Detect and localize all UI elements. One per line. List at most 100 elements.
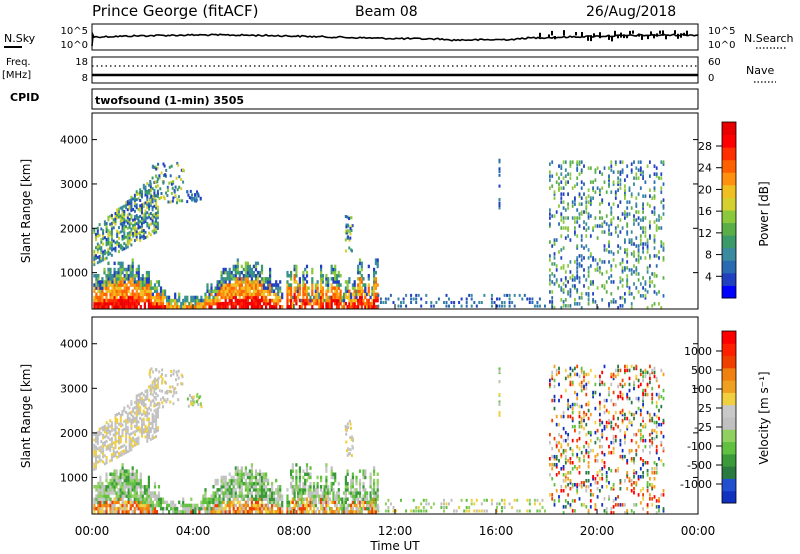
heatmap-cell <box>258 274 262 278</box>
heatmap-cell <box>100 240 103 244</box>
heatmap-cell <box>639 160 642 164</box>
heatmap-cell <box>309 485 312 489</box>
heatmap-cell <box>649 220 651 224</box>
heatmap-cell <box>114 419 117 423</box>
heatmap-cell <box>445 301 448 304</box>
heatmap-cell <box>348 451 351 455</box>
heatmap-cell <box>649 234 651 238</box>
heatmap-cell <box>131 466 134 470</box>
heatmap-cell <box>291 485 294 489</box>
heatmap-cell <box>133 497 136 501</box>
heatmap-cell <box>121 216 124 220</box>
heatmap-cell <box>112 220 115 224</box>
heatmap-cell <box>321 305 324 309</box>
heatmap-cell <box>159 305 163 309</box>
heatmap-cell <box>95 485 98 489</box>
heatmap-cell <box>612 483 615 487</box>
heatmap-cell <box>290 500 293 505</box>
heatmap-cell <box>560 192 563 196</box>
heatmap-cell <box>555 489 558 493</box>
heatmap-cell <box>224 301 227 306</box>
heatmap-cell <box>146 418 149 422</box>
heatmap-cell <box>320 292 323 297</box>
heatmap-cell <box>119 506 122 511</box>
heatmap-cell <box>578 302 581 306</box>
heatmap-cell <box>110 426 113 430</box>
heatmap-cell <box>109 214 112 218</box>
heatmap-cell <box>605 190 608 194</box>
heatmap-cell <box>156 415 159 419</box>
heatmap-cell <box>232 488 235 492</box>
heatmap-cell <box>353 510 356 514</box>
heatmap-cell <box>655 224 658 228</box>
heatmap-cell <box>252 481 255 486</box>
heatmap-cell <box>562 473 565 477</box>
heatmap-cell <box>252 475 255 480</box>
heatmap-cell <box>599 438 601 443</box>
heatmap-cell <box>389 293 392 297</box>
heatmap-cell <box>126 234 129 238</box>
heatmap-cell <box>137 231 140 235</box>
heatmap-cell <box>400 498 402 502</box>
heatmap-cell <box>180 305 183 309</box>
heatmap-cell <box>137 277 140 281</box>
heatmap-cell <box>576 208 579 212</box>
heatmap-cell <box>334 280 337 284</box>
heatmap-cell <box>330 301 333 306</box>
heatmap-cell <box>281 506 284 511</box>
heatmap-cell <box>633 282 635 286</box>
heatmap-cell <box>236 466 239 470</box>
heatmap-cell <box>155 227 158 231</box>
heatmap-cell <box>143 510 146 514</box>
heatmap-cell <box>260 485 264 489</box>
heatmap-cell <box>608 481 610 485</box>
heatmap-cell <box>574 202 576 206</box>
heatmap-cell <box>271 500 274 505</box>
heatmap-cell <box>526 297 529 301</box>
heatmap-cell <box>109 280 112 284</box>
heatmap-cell <box>367 305 370 309</box>
heatmap-cell <box>290 481 293 486</box>
heatmap-cell <box>180 178 183 181</box>
heatmap-cell <box>212 289 215 293</box>
heatmap-cell <box>344 475 347 480</box>
heatmap-cell <box>621 212 624 216</box>
heatmap-cell <box>123 488 126 492</box>
heatmap-cell <box>194 295 197 300</box>
heatmap-cell <box>93 263 96 267</box>
heatmap-cell <box>113 292 116 297</box>
heatmap-cell <box>141 211 143 215</box>
heatmap-cell <box>222 485 225 489</box>
heatmap-cell <box>220 280 223 284</box>
heatmap-cell <box>117 506 120 511</box>
heatmap-cell <box>101 488 104 492</box>
heatmap-cell <box>123 295 126 300</box>
heatmap-cell <box>155 167 158 171</box>
heatmap-cell <box>267 280 270 284</box>
heatmap-cell <box>417 506 420 509</box>
heatmap-cell <box>121 277 124 281</box>
heatmap-cell <box>445 506 448 509</box>
heatmap-cell <box>153 485 157 489</box>
heatmap-cell <box>662 276 665 280</box>
heatmap-cell <box>580 481 583 485</box>
heatmap-cell <box>196 298 199 303</box>
heatmap-cell <box>658 218 660 222</box>
heatmap-cell <box>102 444 105 448</box>
heatmap-cell <box>240 475 243 480</box>
heatmap-cell <box>242 298 245 303</box>
heatmap-cell <box>137 226 140 230</box>
heatmap-cell <box>242 292 245 297</box>
heatmap-cell <box>95 461 97 465</box>
heatmap-cell <box>137 506 140 511</box>
heatmap-cell <box>244 500 247 505</box>
heatmap-cell <box>176 383 179 386</box>
heatmap-cell <box>589 214 592 218</box>
heatmap-cell <box>309 488 312 492</box>
colorbar-segment <box>722 210 736 224</box>
heatmap-cell <box>132 234 135 238</box>
heatmap-cell <box>191 193 193 197</box>
heatmap-cell <box>633 475 635 479</box>
heatmap-cell <box>152 370 155 374</box>
heatmap-cell <box>103 500 106 505</box>
